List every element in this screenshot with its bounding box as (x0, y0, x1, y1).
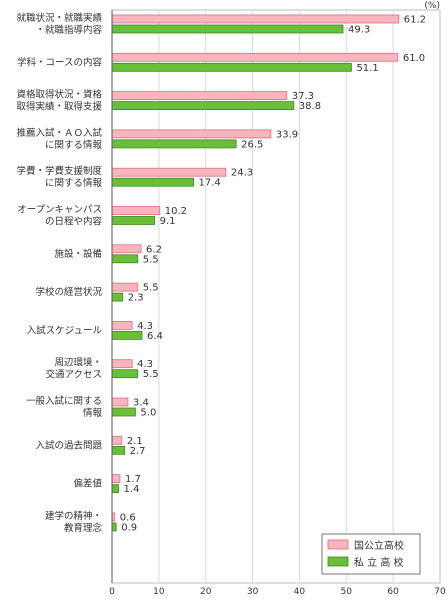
bar-private (111, 369, 139, 379)
x-tick-label: 20 (200, 587, 212, 597)
x-tick-label: 10 (153, 587, 165, 597)
data-label: 37.3 (292, 91, 314, 102)
legend-label: 国公立高校 (354, 539, 404, 552)
data-label: 1.7 (125, 474, 141, 485)
bar-national-public (111, 167, 227, 177)
legend-swatch-private (327, 556, 349, 567)
category-label: 情報 (83, 407, 103, 419)
data-label: 38.8 (299, 101, 321, 112)
unit-label: (%) (424, 1, 440, 11)
category-label: 周辺環境・ (54, 357, 102, 369)
bar-private (111, 139, 237, 149)
bar-national-public (111, 129, 272, 139)
bar-private (111, 101, 295, 110)
bar-national-public (111, 14, 400, 24)
bar-national-public (111, 359, 133, 369)
category-label: 学科・コースの内容 (17, 56, 103, 68)
data-label: 2.7 (130, 446, 146, 457)
bar-national-public (111, 435, 123, 445)
bar-private (111, 24, 344, 34)
bar-national-public (111, 397, 129, 407)
bar-national-public (111, 244, 142, 254)
x-tick-label: 70 (434, 587, 446, 597)
data-label: 61.0 (403, 53, 425, 64)
data-label: 2.3 (128, 293, 144, 304)
data-label: 10.2 (165, 206, 187, 217)
category-label: 偏差値 (73, 478, 102, 490)
category-label: 就職状況・就職実績 (16, 12, 102, 24)
bar-private (111, 445, 126, 455)
category-label: 施設・設備 (54, 248, 102, 260)
data-label: 33.9 (276, 129, 298, 140)
x-tick-label: 50 (341, 587, 353, 597)
bar-national-public (111, 206, 161, 215)
bar-private (111, 177, 194, 187)
data-label: 0.9 (121, 522, 137, 533)
data-label: 5.0 (140, 408, 156, 419)
data-label: 17.4 (199, 178, 221, 189)
category-label: 交通アクセス (45, 369, 102, 381)
category-label: 入試スケジュール (27, 324, 103, 336)
bar-private (111, 330, 143, 340)
category-label: 入試の過去問題 (35, 439, 102, 451)
bar-private (111, 522, 117, 532)
category-label: に関する情報 (45, 139, 103, 151)
data-label: 4.3 (137, 321, 153, 332)
legend-label: 私 立 高 校 (354, 556, 404, 569)
x-tick-label: 30 (247, 587, 259, 597)
category-label: オープンキャンパス (17, 205, 102, 216)
bar-private (111, 216, 156, 225)
data-label: 6.2 (146, 244, 162, 255)
category-label: 建学の精神・ (45, 510, 102, 522)
bar-national-public (111, 320, 133, 330)
data-label: 49.3 (348, 25, 370, 36)
bar-national-public (111, 91, 288, 100)
category-label: 推薦入試・ＡＯ入試 (16, 127, 102, 139)
bar-private (111, 292, 124, 302)
data-label: 4.3 (137, 359, 153, 370)
category-label: ・就職指導内容 (35, 24, 102, 36)
data-label: 5.5 (143, 283, 159, 294)
data-label: 5.5 (143, 254, 159, 265)
data-label: 9.1 (160, 216, 176, 227)
bar-private (111, 407, 136, 417)
category-label: 取得実績・取得支援 (16, 101, 102, 113)
category-label: 教育理念 (64, 522, 103, 534)
bar-national-public (111, 474, 121, 484)
category-label: に関する情報 (45, 177, 103, 189)
x-tick-label: 40 (294, 587, 306, 597)
data-label: 1.4 (124, 484, 140, 495)
x-tick-label: 0 (109, 587, 115, 597)
data-label: 24.3 (231, 168, 253, 179)
data-label: 2.1 (127, 436, 143, 447)
x-tick-label: 60 (387, 587, 399, 597)
bar-national-public (111, 282, 139, 292)
category-label: 学費・学費支援制度 (16, 165, 102, 177)
legend-swatch-national-public (327, 539, 349, 550)
data-label: 0.6 (120, 512, 136, 523)
data-label: 5.5 (143, 369, 159, 380)
data-label: 26.5 (241, 139, 263, 150)
data-label: 6.4 (147, 331, 163, 342)
bar-national-public (111, 52, 399, 62)
category-label: 学校の経営状況 (35, 286, 102, 298)
category-label: の日程や内容 (45, 216, 103, 228)
data-label: 3.4 (133, 398, 149, 409)
bar-private (111, 484, 119, 494)
data-label: 51.1 (356, 63, 378, 74)
bar-private (111, 62, 352, 72)
bar-private (111, 254, 139, 264)
category-label: 資格取得状況・資格 (16, 89, 102, 101)
data-label: 61.2 (404, 15, 426, 26)
category-label: 一般入試に関する (26, 395, 102, 407)
